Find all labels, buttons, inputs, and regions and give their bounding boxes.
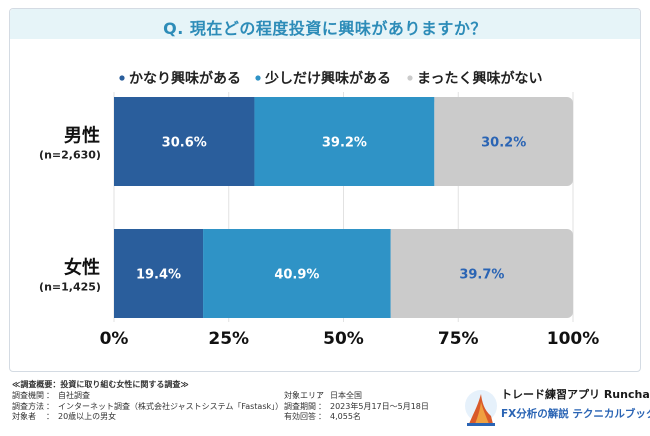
chart-svg: かなり興味がある 少しだけ興味がある まったく興味がない 30.6% 39.2% 30.… — [39, 70, 600, 349]
survey-key: 対象者 — [12, 412, 36, 421]
category-n: (n=1,425) — [39, 281, 101, 294]
legend-marker — [255, 75, 261, 81]
survey-separator: ： — [46, 412, 54, 421]
bar-value-label: 40.9% — [274, 268, 319, 283]
survey-value: インターネット調査（株式会社ジャストシステム「Fastask」） — [58, 401, 284, 411]
survey-row: 対象者 ： 20歳以上の男女 — [12, 412, 282, 423]
x-tick-label: 25% — [208, 329, 249, 349]
brand-line2: FX分析の解説 テクニカルブック — [501, 408, 650, 420]
x-tick-label: 50% — [323, 329, 364, 349]
bar-value-label: 30.6% — [162, 136, 207, 151]
survey-separator: ： — [318, 412, 326, 421]
survey-overview: ≪調査概要：投資に取り組む女性に関する調査≫ 調査機関：自社調査 調査方法：インタ… — [12, 380, 452, 421]
bar-segment-joint — [434, 97, 443, 186]
survey-key: 調査方法 — [12, 401, 44, 411]
survey-separator: ： — [46, 391, 54, 400]
survey-row: 対象エリア： 日本全国 — [284, 391, 454, 402]
survey-separator: ： — [318, 391, 326, 400]
survey-separator: ： — [46, 401, 54, 411]
category-label: 男性 — [64, 125, 100, 147]
survey-key: 対象エリア — [284, 391, 324, 400]
survey-value: 2023年5月17日～5月18日 — [330, 401, 429, 411]
category-label: 女性 — [64, 257, 100, 279]
bars: 30.6% 39.2% 30.2% 19.4% 40.9% 39.7% — [114, 97, 573, 318]
bar-value-label: 19.4% — [136, 268, 181, 283]
brand-line1: トレード練習アプリ Runcha — [501, 388, 650, 401]
bar-segment — [390, 229, 573, 318]
legend-label: 少しだけ興味がある — [264, 70, 391, 87]
survey-value: 日本全国 — [330, 391, 362, 400]
bar-value-label: 39.7% — [459, 268, 504, 283]
x-tick-label: 75% — [438, 329, 479, 349]
survey-row: 有効回答： 4,055名 — [284, 412, 454, 423]
category-labels: 男性 (n=2,630) 女性 (n=1,425) — [39, 125, 101, 294]
survey-heading: ≪調査概要：投資に取り組む女性に関する調査≫ — [12, 380, 189, 389]
survey-left-column: 調査機関：自社調査 調査方法：インターネット調査（株式会社ジャストシステム「Fas… — [12, 391, 284, 423]
logo-mark-icon — [465, 390, 497, 426]
bar-value-label: 39.2% — [322, 136, 367, 151]
title-band — [10, 9, 640, 39]
legend-label: まったく興味がない — [417, 70, 542, 87]
category-n: (n=2,630) — [39, 149, 101, 162]
survey-separator: ： — [318, 401, 326, 411]
x-tick-label: 0% — [100, 329, 129, 349]
survey-value: 自社調査 — [58, 391, 90, 400]
survey-value: 4,055名 — [330, 412, 361, 421]
survey-key: 調査期間 — [284, 401, 316, 411]
legend-label: かなり興味がある — [129, 70, 241, 87]
survey-row: 調査期間： 2023年5月17日～5月18日 — [284, 402, 454, 413]
survey-row: 調査方法： インターネット調査（株式会社ジャストシステム「Fastask」） — [12, 401, 284, 413]
survey-key: 有効回答 — [284, 412, 316, 421]
x-axis-ticks: 0% 25% 50% 75% 100% — [100, 329, 600, 349]
bar-segment — [114, 97, 255, 186]
legend: かなり興味がある 少しだけ興味がある まったく興味がない — [119, 70, 542, 87]
bar-segment — [203, 229, 391, 318]
bar-value-label: 30.2% — [481, 136, 526, 151]
brand-logo: トレード練習アプリ Runcha FX分析の解説 テクニカルブック — [463, 384, 650, 428]
survey-key: 調査機関 — [12, 391, 44, 400]
legend-marker — [119, 75, 125, 81]
survey-right-column: 対象エリア： 日本全国 調査期間： 2023年5月17日～5月18日 有効回答： 4,05… — [284, 391, 454, 423]
bar-segment — [434, 97, 573, 186]
chart-title: Q. 現在どの程度投資に興味がありますか？ — [163, 19, 487, 38]
bar-segment — [254, 97, 435, 186]
bar-segment — [114, 229, 204, 318]
survey-value: 20歳以上の男女 — [58, 412, 117, 421]
survey-row: 調査機関： 自社調査 — [12, 391, 282, 402]
x-tick-label: 100% — [547, 329, 600, 349]
legend-marker — [407, 75, 413, 81]
bar-segment-joint — [390, 229, 399, 318]
